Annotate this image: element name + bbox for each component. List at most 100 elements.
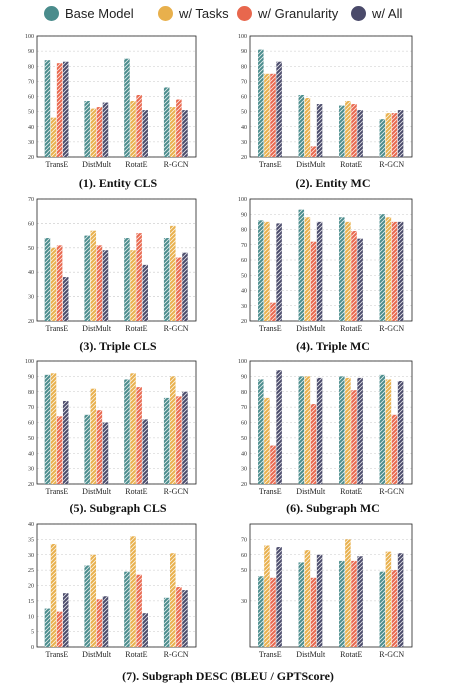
caption-entity-cls: (1). Entity CLS xyxy=(79,176,158,190)
bar-hatch-base-model-distmult xyxy=(298,209,305,321)
x-tick-label: RotatE xyxy=(340,650,362,659)
bar-hatch-w-tasks-distmult xyxy=(304,550,311,647)
x-tick-label: DistMult xyxy=(296,487,326,496)
y-tick-label: 80 xyxy=(241,390,247,396)
bar-hatch-base-model-distmult xyxy=(84,414,90,484)
bar-hatch-w-all-r-gcn xyxy=(397,380,404,484)
bar-hatch-w-tasks-rotate xyxy=(345,221,351,321)
y-tick-label: 30 xyxy=(241,140,247,146)
bar-hatch-base-model-transe xyxy=(44,60,51,158)
bar-hatch-w-all-distmult xyxy=(316,104,323,157)
y-tick-label: 80 xyxy=(241,64,247,70)
bar-hatch-base-model-r-gcn xyxy=(163,397,170,484)
y-tick-label: 90 xyxy=(241,374,247,380)
caption-entity-mc: (2). Entity MC xyxy=(296,176,371,190)
bar-hatch-base-model-rotate xyxy=(124,571,130,647)
bar-hatch-w-granularity-r-gcn xyxy=(176,257,182,321)
x-tick-label: RotatE xyxy=(125,650,147,659)
x-tick-label: DistMult xyxy=(296,160,326,169)
bar-hatch-w-granularity-transe xyxy=(56,63,63,157)
y-tick-label: 60 xyxy=(28,95,34,101)
bar-hatch-w-granularity-distmult xyxy=(310,241,317,321)
bar-hatch-w-granularity-r-gcn xyxy=(176,99,182,157)
y-tick-label: 50 xyxy=(28,110,34,116)
y-tick-label: 40 xyxy=(241,451,247,457)
y-tick-label: 40 xyxy=(28,522,34,528)
legend: Base Model w/ Tasks w/ Granularity w/ Al… xyxy=(0,0,457,26)
chart-subgraph-desc-gptscore: 30 50 60 70 TransE DistMult RotatE R-GCN xyxy=(241,523,413,659)
x-tick-label: R-GCN xyxy=(164,324,189,333)
y-tick-label: 40 xyxy=(28,125,34,131)
bar-hatch-w-all-distmult xyxy=(102,596,109,647)
bar-hatch-w-granularity-transe xyxy=(270,73,276,157)
bar-hatch-w-all-transe xyxy=(62,61,69,157)
chart-subgraph-mc: 20 30 40 50 60 70 80 90 100 TransE DistMult RotatE R… xyxy=(238,359,413,496)
x-tick-label: R-GCN xyxy=(164,650,189,659)
bar-hatch-w-granularity-distmult xyxy=(96,245,103,321)
bar-hatch-w-tasks-transe xyxy=(50,117,57,157)
bar-hatch-base-model-rotate xyxy=(339,560,345,647)
y-tick-label: 60 xyxy=(241,258,247,264)
bar-hatch-w-tasks-r-gcn xyxy=(385,379,392,484)
bar-hatch-w-tasks-rotate xyxy=(130,101,136,157)
y-tick-label: 25 xyxy=(28,568,34,574)
bar-hatch-base-model-r-gcn xyxy=(379,571,386,647)
y-tick-label: 20 xyxy=(241,319,247,325)
bar-hatch-w-all-transe xyxy=(62,277,69,321)
bar-hatch-w-tasks-transe xyxy=(264,73,270,157)
y-tick-label: 60 xyxy=(28,421,34,427)
bar-hatch-w-tasks-transe xyxy=(264,397,270,484)
y-tick-label: 40 xyxy=(28,270,34,276)
y-tick-label: 20 xyxy=(241,155,247,161)
bar-hatch-w-granularity-rotate xyxy=(136,574,142,647)
bar-hatch-w-granularity-r-gcn xyxy=(391,414,398,484)
bar-hatch-w-granularity-distmult xyxy=(96,599,103,647)
x-tick-label: DistMult xyxy=(82,324,112,333)
bar-hatch-w-tasks-rotate xyxy=(345,101,351,157)
legend-label-base-model: Base Model xyxy=(65,5,134,21)
bar-hatch-base-model-r-gcn xyxy=(379,374,386,484)
legend-swatch-w-granularity xyxy=(237,5,252,21)
x-tick-label: TransE xyxy=(45,487,68,496)
bar-hatch-w-all-rotate xyxy=(142,613,148,647)
bar-hatch-w-granularity-distmult xyxy=(310,577,317,647)
y-tick-label: 50 xyxy=(241,273,247,279)
y-tick-label: 70 xyxy=(241,537,247,543)
bar-hatch-w-all-r-gcn xyxy=(182,590,188,647)
plot-frame xyxy=(249,360,413,485)
bar-hatch-base-model-distmult xyxy=(298,376,305,484)
bar-hatch-w-granularity-distmult xyxy=(96,410,103,484)
bar-hatch-w-tasks-r-gcn xyxy=(385,113,392,157)
bar-hatch-w-granularity-transe xyxy=(270,577,276,647)
y-tick-label: 30 xyxy=(28,553,34,559)
bar-hatch-base-model-transe xyxy=(258,220,264,321)
bar-hatch-w-all-distmult xyxy=(316,554,323,647)
y-tick-label: 100 xyxy=(238,197,247,203)
bar-hatch-w-granularity-r-gcn xyxy=(391,221,398,321)
y-tick-label: 80 xyxy=(28,64,34,70)
bar-hatch-base-model-r-gcn xyxy=(163,597,170,647)
legend-swatch-w-all xyxy=(351,5,366,21)
x-tick-label: DistMult xyxy=(82,650,112,659)
bar-hatch-w-all-rotate xyxy=(357,377,363,484)
bar-hatch-base-model-rotate xyxy=(124,238,130,321)
y-tick-label: 30 xyxy=(241,599,247,605)
bar-hatch-w-tasks-r-gcn xyxy=(170,225,176,321)
bar-hatch-base-model-rotate xyxy=(124,379,130,484)
bar-hatch-w-tasks-rotate xyxy=(130,536,136,647)
bar-hatch-w-all-rotate xyxy=(357,556,363,647)
y-tick-label: 100 xyxy=(238,34,247,40)
y-tick-label: 15 xyxy=(28,599,34,605)
legend-item-base-model: Base Model xyxy=(44,4,134,22)
bar-hatch-w-all-r-gcn xyxy=(397,553,404,647)
bar-hatch-w-tasks-transe xyxy=(50,373,57,484)
x-tick-label: DistMult xyxy=(296,324,326,333)
bar-hatch-w-all-transe xyxy=(276,547,282,647)
bar-hatch-w-tasks-distmult xyxy=(304,217,311,321)
bar-hatch-w-all-rotate xyxy=(357,110,363,157)
x-tick-label: RotatE xyxy=(340,487,362,496)
bar-hatch-w-tasks-distmult xyxy=(90,230,97,321)
bar-hatch-w-granularity-transe xyxy=(56,245,63,321)
bar-hatch-w-granularity-rotate xyxy=(136,387,142,484)
y-tick-label: 30 xyxy=(28,295,34,301)
